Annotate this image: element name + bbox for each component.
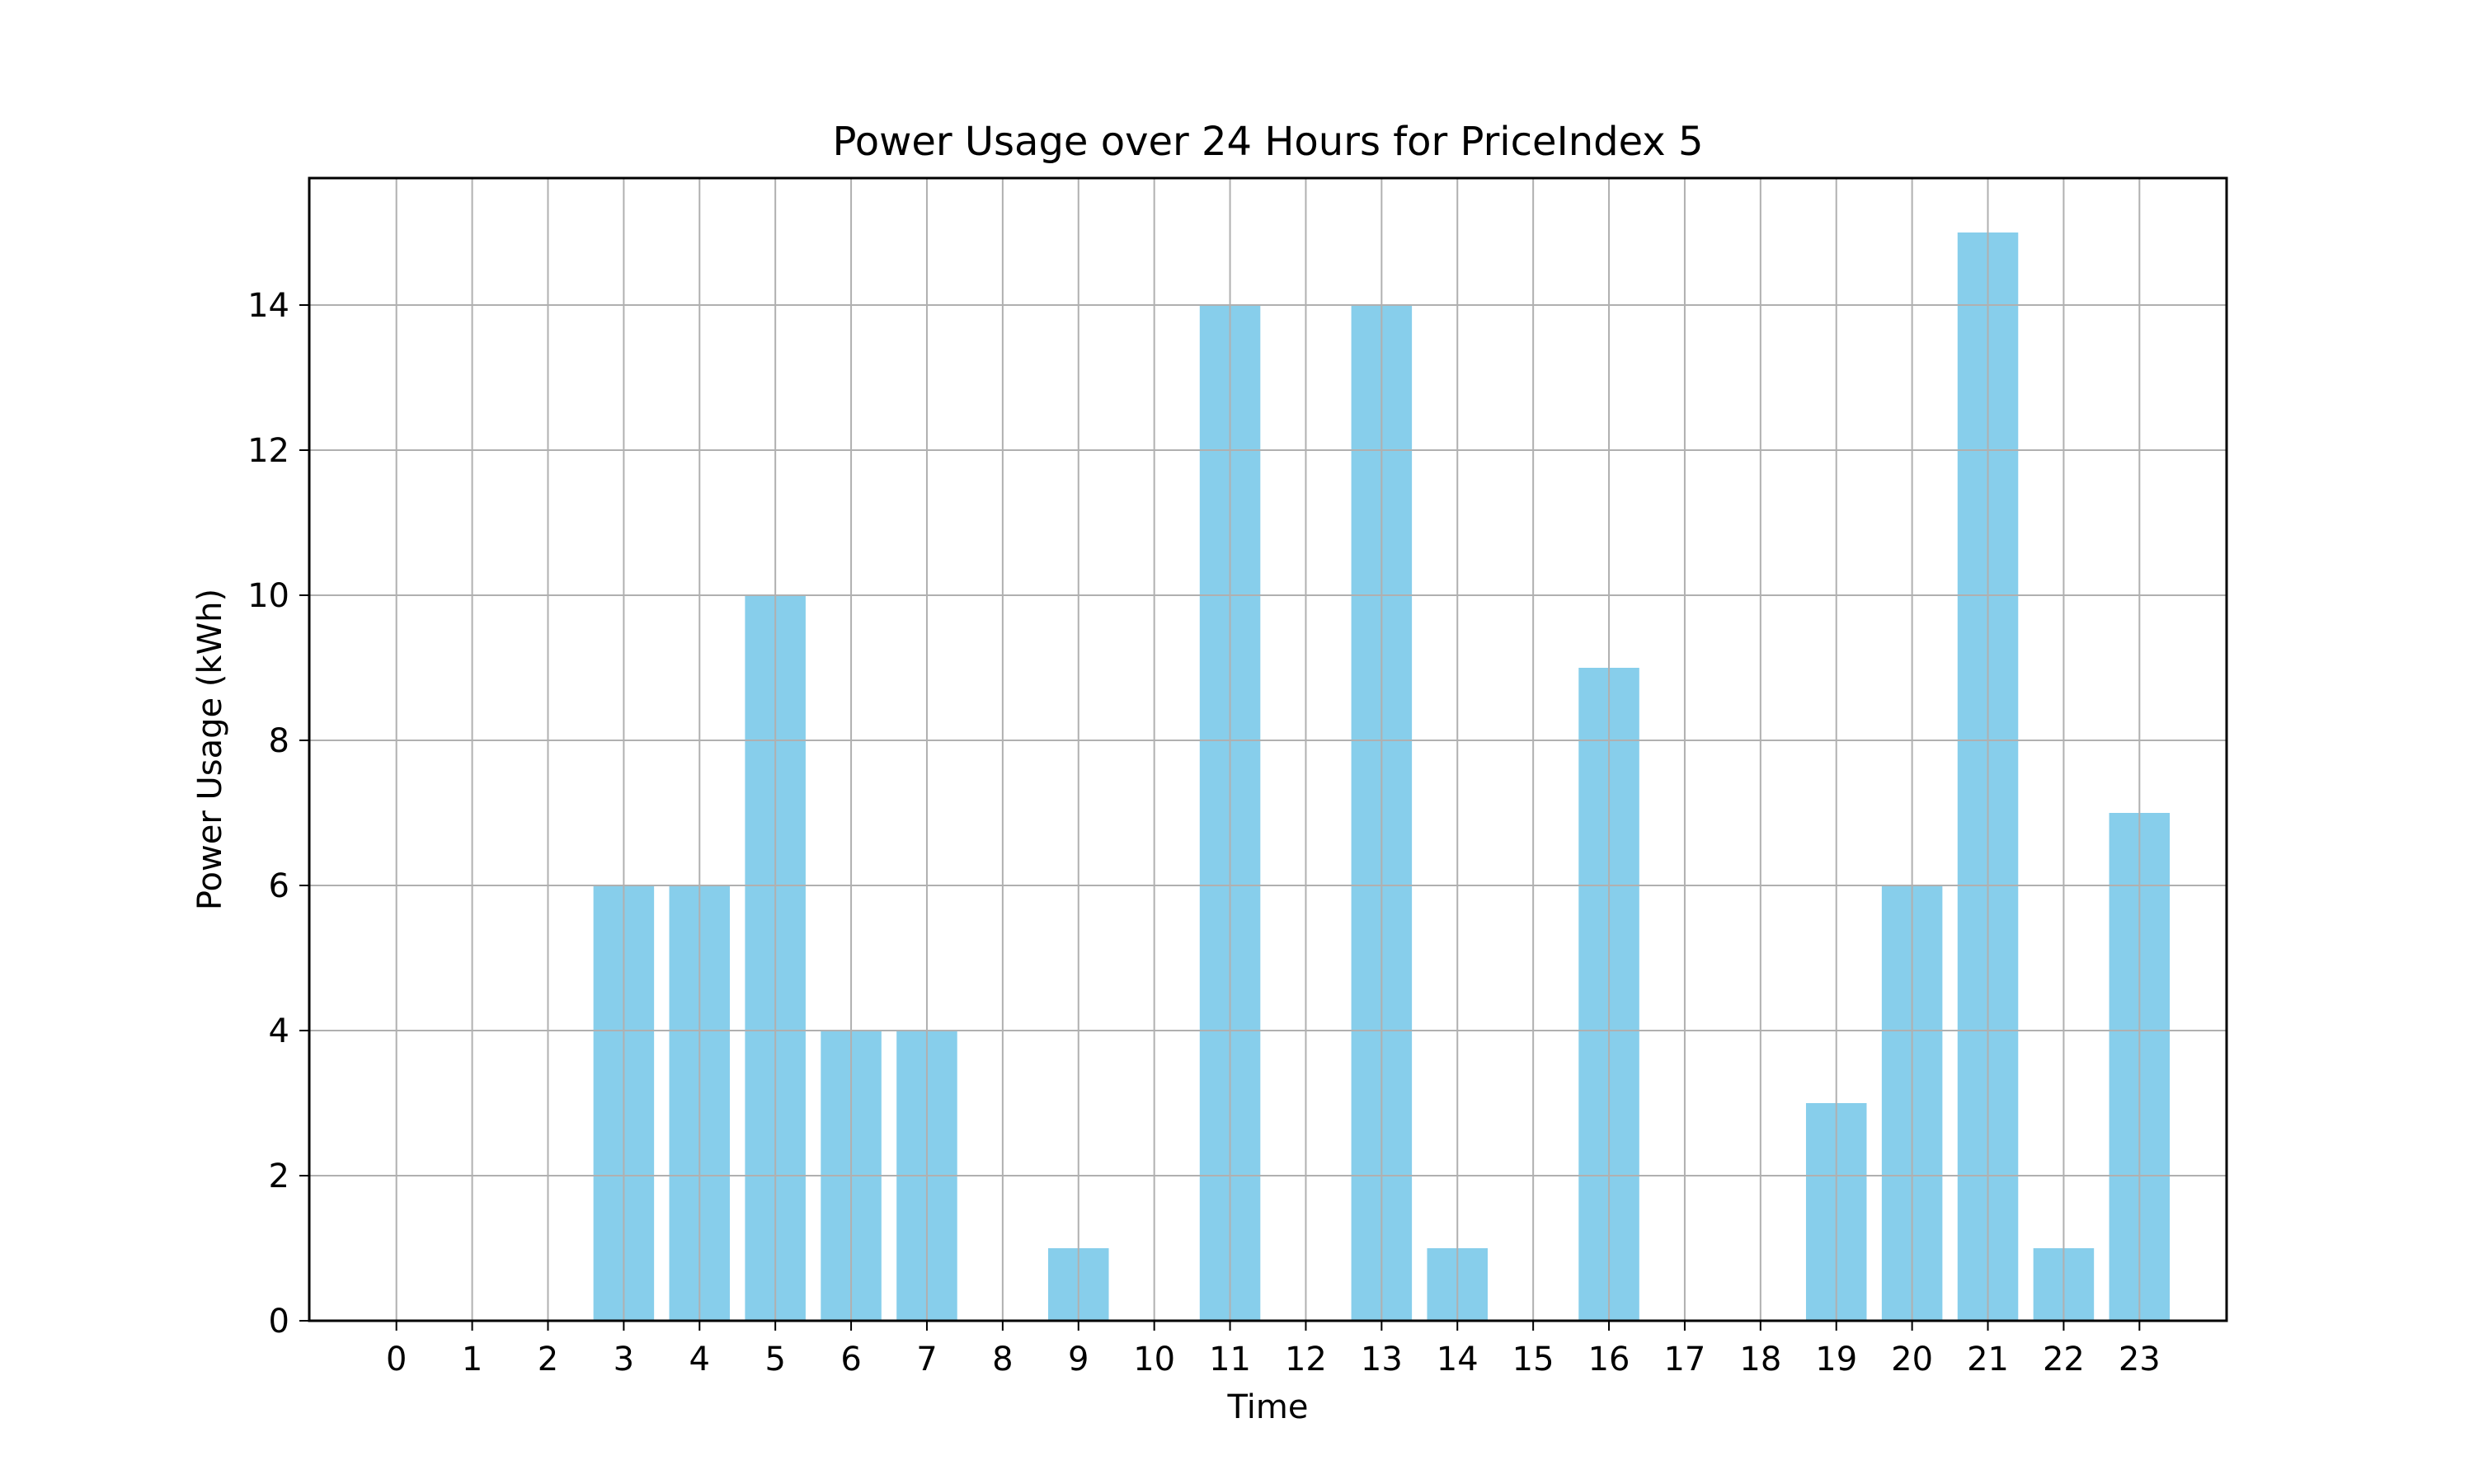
plot-frame (308, 176, 2228, 1322)
x-tick-label: 13 (1361, 1341, 1403, 1378)
x-axis-label: Time (1227, 1388, 1309, 1426)
x-ticks-layer: 0 1 2 3 4 5 6 7 8 9 10 11 12 13 14 15 16 17 18 19 20 21 22 23 (386, 1321, 2161, 1378)
x-tick-label: 6 (840, 1341, 861, 1378)
x-tick-label: 16 (1588, 1341, 1630, 1378)
y-ticks-layer: 0 2 4 6 8 10 12 14 (247, 287, 309, 1341)
x-tick-label: 15 (1512, 1341, 1554, 1378)
x-tick-label: 7 (916, 1341, 937, 1378)
x-tick-label: 3 (614, 1341, 634, 1378)
y-tick-label: 10 (247, 577, 289, 615)
x-tick-label: 19 (1815, 1341, 1857, 1378)
x-tick-label: 1 (462, 1341, 482, 1378)
x-tick-label: 5 (764, 1341, 785, 1378)
x-tick-label: 14 (1437, 1341, 1479, 1378)
y-tick-label: 8 (269, 722, 289, 760)
x-tick-label: 18 (1739, 1341, 1781, 1378)
chart-title: Power Usage over 24 Hours for PriceIndex… (833, 119, 1704, 165)
x-tick-label: 11 (1209, 1341, 1251, 1378)
x-tick-label: 8 (992, 1341, 1013, 1378)
y-tick-label: 12 (247, 432, 289, 470)
y-tick-label: 6 (269, 867, 289, 905)
x-tick-label: 4 (689, 1341, 710, 1378)
x-tick-label: 21 (1967, 1341, 2009, 1378)
x-tick-label: 20 (1891, 1341, 1933, 1378)
grid-layer (309, 178, 2227, 1322)
y-tick-label: 0 (269, 1303, 289, 1341)
y-tick-label: 14 (247, 287, 289, 325)
y-axis-label: Power Usage (kWh) (191, 589, 229, 910)
x-tick-label: 12 (1285, 1341, 1327, 1378)
x-tick-label: 23 (2119, 1341, 2161, 1378)
y-tick-label: 2 (269, 1158, 289, 1195)
x-tick-label: 0 (386, 1341, 407, 1378)
x-tick-label: 17 (1663, 1341, 1705, 1378)
x-tick-label: 9 (1068, 1341, 1089, 1378)
y-tick-label: 4 (269, 1012, 289, 1050)
x-tick-label: 10 (1133, 1341, 1175, 1378)
x-tick-label: 2 (538, 1341, 558, 1378)
x-tick-label: 22 (2043, 1341, 2085, 1378)
